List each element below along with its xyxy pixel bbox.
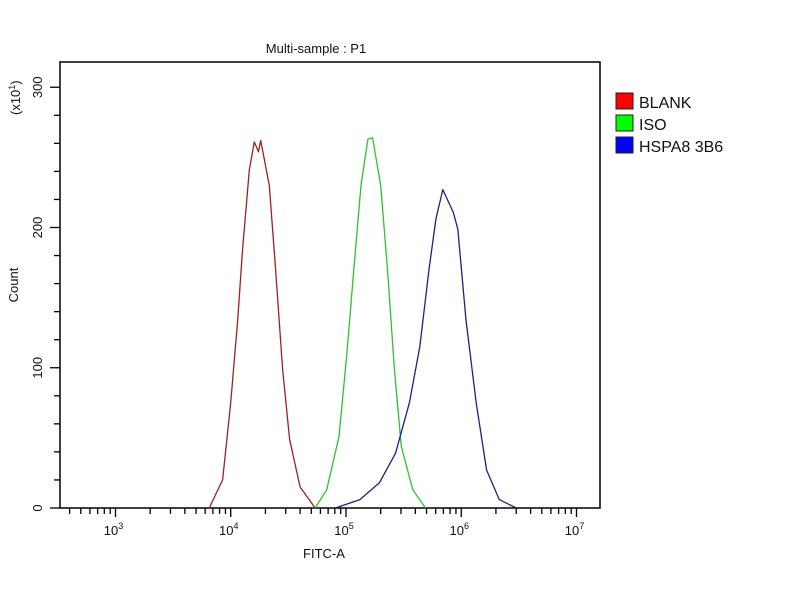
curves <box>208 137 517 509</box>
y-axis: 0 100 200 300 <box>30 76 60 512</box>
y-multiplier-label: (x101) <box>7 80 23 115</box>
y-tick-label: 300 <box>30 76 45 98</box>
y-tick-label: 100 <box>30 357 45 379</box>
legend-label: ISO <box>639 117 667 134</box>
plot-frame <box>59 61 601 509</box>
y-tick-label: 0 <box>30 504 45 511</box>
series-line-iso <box>314 137 427 509</box>
legend-swatch <box>615 136 634 154</box>
legend-label: HSPA8 3B6 <box>639 139 723 156</box>
x-axis-label: FITC-A <box>303 546 345 561</box>
x-tick-label: 104 <box>219 521 238 538</box>
series-line-blank <box>208 139 316 509</box>
x-tick-label: 103 <box>104 521 123 538</box>
legend: BLANK ISO HSPA8 3B6 <box>615 92 723 156</box>
y-tick-label: 200 <box>30 217 45 239</box>
legend-label: BLANK <box>639 95 692 112</box>
x-axis: 103 104 105 106 107 <box>68 508 584 538</box>
x-tick-label: 105 <box>334 521 353 538</box>
legend-swatch <box>615 92 634 110</box>
x-tick-label: 107 <box>565 521 584 538</box>
y-axis-label: Count <box>6 267 21 302</box>
series-line-hspa8-3b6 <box>335 188 517 509</box>
x-tick-label: 106 <box>449 521 468 538</box>
legend-swatch <box>615 114 634 132</box>
chart-title: Multi-sample : P1 <box>266 41 366 56</box>
